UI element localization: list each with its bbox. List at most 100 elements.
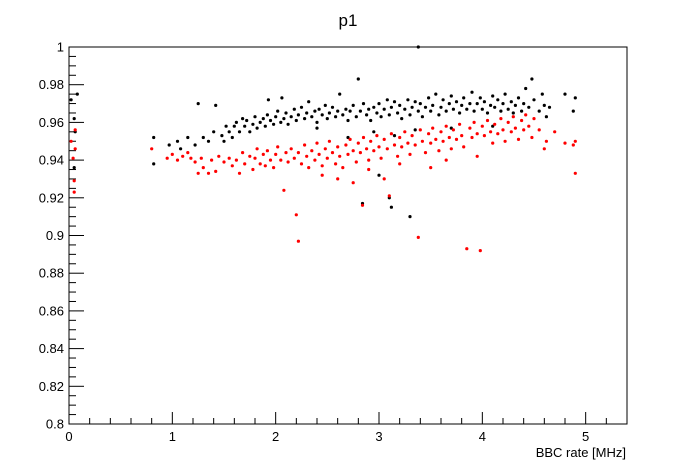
data-point (234, 158, 238, 162)
data-point (423, 151, 428, 155)
data-point (382, 137, 386, 141)
data-point (369, 139, 373, 143)
y-tick-label: 1 (57, 40, 64, 55)
data-point (499, 109, 503, 113)
data-point (385, 98, 389, 102)
data-point (334, 162, 338, 166)
data-point (522, 128, 526, 132)
data-point (485, 111, 490, 115)
data-point (286, 160, 290, 164)
data-point (372, 130, 376, 134)
data-point (434, 92, 438, 96)
plot-frame (68, 46, 628, 425)
data-point (365, 113, 369, 117)
data-point (377, 102, 381, 106)
data-point (420, 115, 424, 119)
data-point (449, 94, 453, 98)
data-point (400, 117, 404, 121)
data-point (175, 139, 180, 143)
data-point (356, 141, 360, 145)
data-point (227, 156, 231, 160)
data-point (261, 117, 265, 121)
data-point (201, 135, 205, 140)
data-point (307, 100, 311, 104)
data-point (509, 100, 513, 104)
data-point (571, 109, 575, 113)
data-point (167, 143, 171, 147)
data-point (547, 105, 552, 109)
data-point (544, 115, 549, 119)
data-point (392, 134, 397, 138)
data-point (367, 167, 371, 172)
data-point (524, 86, 528, 91)
data-point (268, 158, 273, 162)
data-point (375, 111, 379, 115)
data-point (372, 105, 376, 109)
data-point (73, 128, 77, 132)
data-point (253, 156, 257, 160)
data-point (403, 130, 407, 134)
data-point (434, 137, 438, 141)
data-point (485, 118, 490, 123)
data-point (522, 102, 526, 106)
data-point (429, 109, 433, 113)
data-point (358, 109, 362, 113)
series-2 (69, 113, 577, 253)
data-point (365, 147, 369, 151)
data-point (206, 171, 211, 175)
data-point (501, 102, 505, 106)
data-point (429, 141, 433, 145)
data-point (232, 124, 236, 128)
data-point (470, 135, 474, 140)
data-point (369, 118, 373, 123)
data-point (313, 158, 317, 162)
data-point (320, 173, 324, 177)
x-tick-label: 4 (479, 429, 486, 444)
data-point (462, 145, 466, 149)
data-point (294, 213, 298, 217)
data-point (410, 105, 414, 109)
data-point (327, 111, 331, 115)
data-point (542, 103, 546, 107)
data-point (279, 158, 283, 162)
data-point (451, 128, 455, 132)
y-tick-label: 0.98 (39, 77, 64, 92)
data-point (573, 171, 577, 175)
data-point (454, 137, 459, 141)
data-point (73, 147, 77, 151)
data-point (460, 103, 464, 107)
y-tick-label: 0.88 (39, 266, 64, 281)
data-point (537, 109, 541, 113)
data-point (356, 77, 360, 81)
data-point (377, 145, 381, 149)
data-point (571, 143, 575, 147)
data-point (527, 105, 531, 109)
data-point (542, 147, 546, 151)
data-point (468, 126, 472, 130)
data-point (392, 143, 397, 147)
data-point (489, 103, 493, 107)
data-point (382, 177, 386, 181)
data-point (444, 109, 448, 113)
data-point (296, 151, 300, 155)
data-point (460, 134, 464, 138)
data-point (351, 149, 355, 153)
data-point (389, 132, 393, 136)
data-point (245, 118, 249, 123)
data-point (263, 164, 267, 168)
data-point (437, 149, 441, 153)
data-point (210, 158, 214, 162)
data-point (150, 147, 154, 151)
data-point (520, 109, 524, 113)
data-point (540, 92, 544, 96)
data-point (282, 117, 286, 121)
data-point (423, 105, 428, 109)
data-point (532, 117, 536, 121)
data-point (307, 166, 311, 170)
data-point (152, 135, 156, 140)
data-point (251, 122, 255, 126)
data-point (379, 156, 383, 160)
data-point (212, 130, 216, 134)
x-tick-label: 1 (169, 429, 176, 444)
data-point (315, 141, 319, 145)
